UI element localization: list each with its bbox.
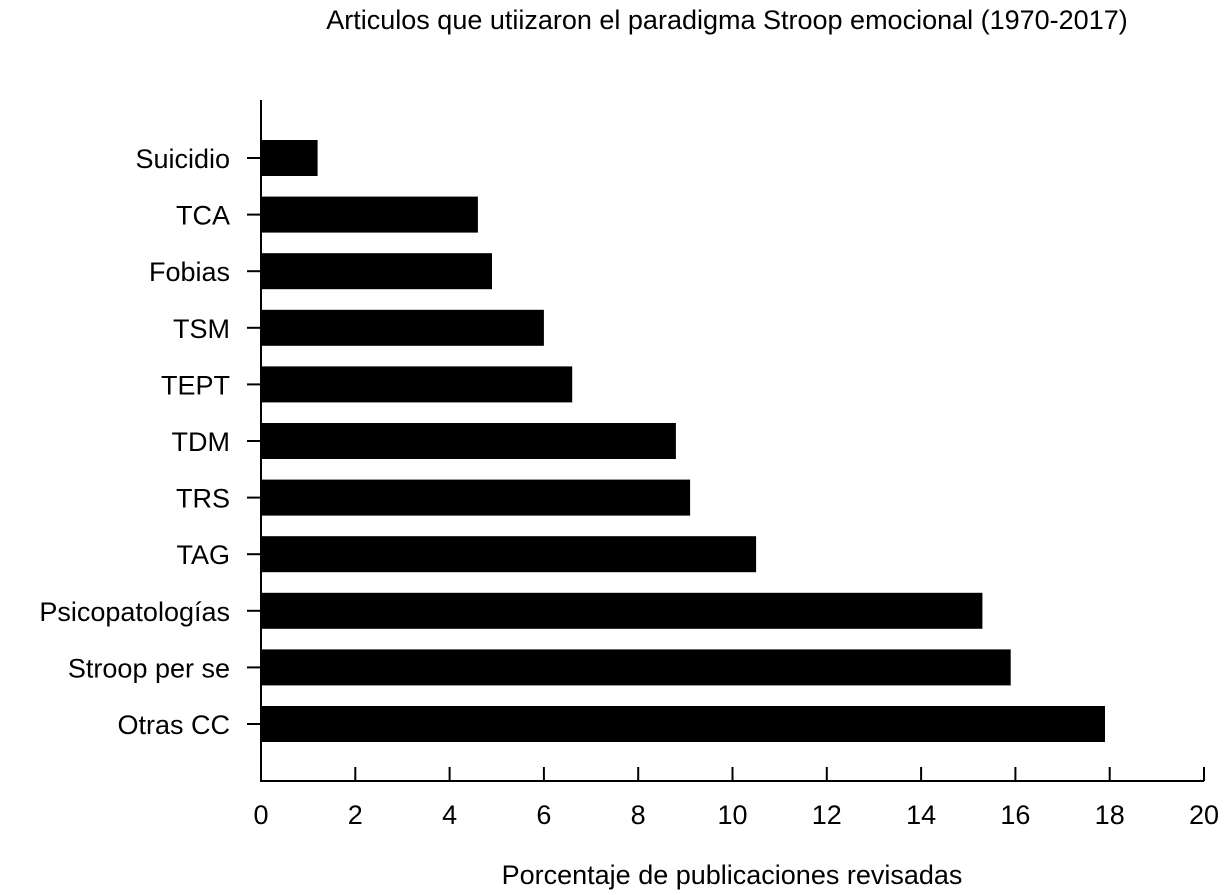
chart-title: Articulos que utiizaron el paradigma Str… xyxy=(326,5,1127,35)
category-label-suicidio: Suicidio xyxy=(135,144,230,174)
category-label-psicopatologias: Psicopatologías xyxy=(39,597,230,627)
category-label-tca: TCA xyxy=(176,201,230,231)
x-tick-label-2: 2 xyxy=(348,800,363,830)
bar-tdm xyxy=(261,423,676,459)
bar-otras-cc xyxy=(261,706,1105,742)
category-label-tag: TAG xyxy=(177,540,231,570)
bars xyxy=(261,140,1105,742)
bar-tsm xyxy=(261,309,544,346)
x-tick-label-14: 14 xyxy=(906,800,936,830)
x-tick-label-16: 16 xyxy=(1000,800,1030,830)
x-tick-label-10: 10 xyxy=(717,800,747,830)
x-axis-ticks: 0 2 4 6 8 10 12 14 16 18 20 xyxy=(253,767,1219,830)
bar-stroop-per-se xyxy=(261,649,1011,686)
bar-fobias xyxy=(261,253,492,290)
x-tick-label-12: 12 xyxy=(812,800,842,830)
category-label-stroop-per-se: Stroop per se xyxy=(68,653,230,683)
category-label-trs: TRS xyxy=(176,484,230,514)
bar-tca xyxy=(261,196,478,233)
x-tick-label-8: 8 xyxy=(631,800,646,830)
category-label-fobias: Fobias xyxy=(149,257,230,287)
x-tick-label-0: 0 xyxy=(253,800,268,830)
bar-tag xyxy=(261,536,757,573)
x-tick-label-20: 20 xyxy=(1189,800,1219,830)
y-axis-ticks: Suicidio TCA Fobias TSM TEPT TDM TRS TAG Psicopa… xyxy=(39,144,261,740)
x-tick-label-4: 4 xyxy=(442,800,457,830)
category-label-tept: TEPT xyxy=(161,370,230,400)
x-tick-label-6: 6 xyxy=(536,800,551,830)
bar-tept xyxy=(261,366,573,403)
category-label-tsm: TSM xyxy=(173,314,230,344)
bar-suicidio xyxy=(261,140,318,176)
category-label-otras-cc: Otras CC xyxy=(117,710,230,740)
bar-trs xyxy=(261,479,691,516)
x-axis-label: Porcentaje de publicaciones revisadas xyxy=(502,860,963,890)
bar-psicopatologias xyxy=(261,592,983,629)
category-label-tdm: TDM xyxy=(172,427,230,457)
x-tick-label-18: 18 xyxy=(1095,800,1125,830)
